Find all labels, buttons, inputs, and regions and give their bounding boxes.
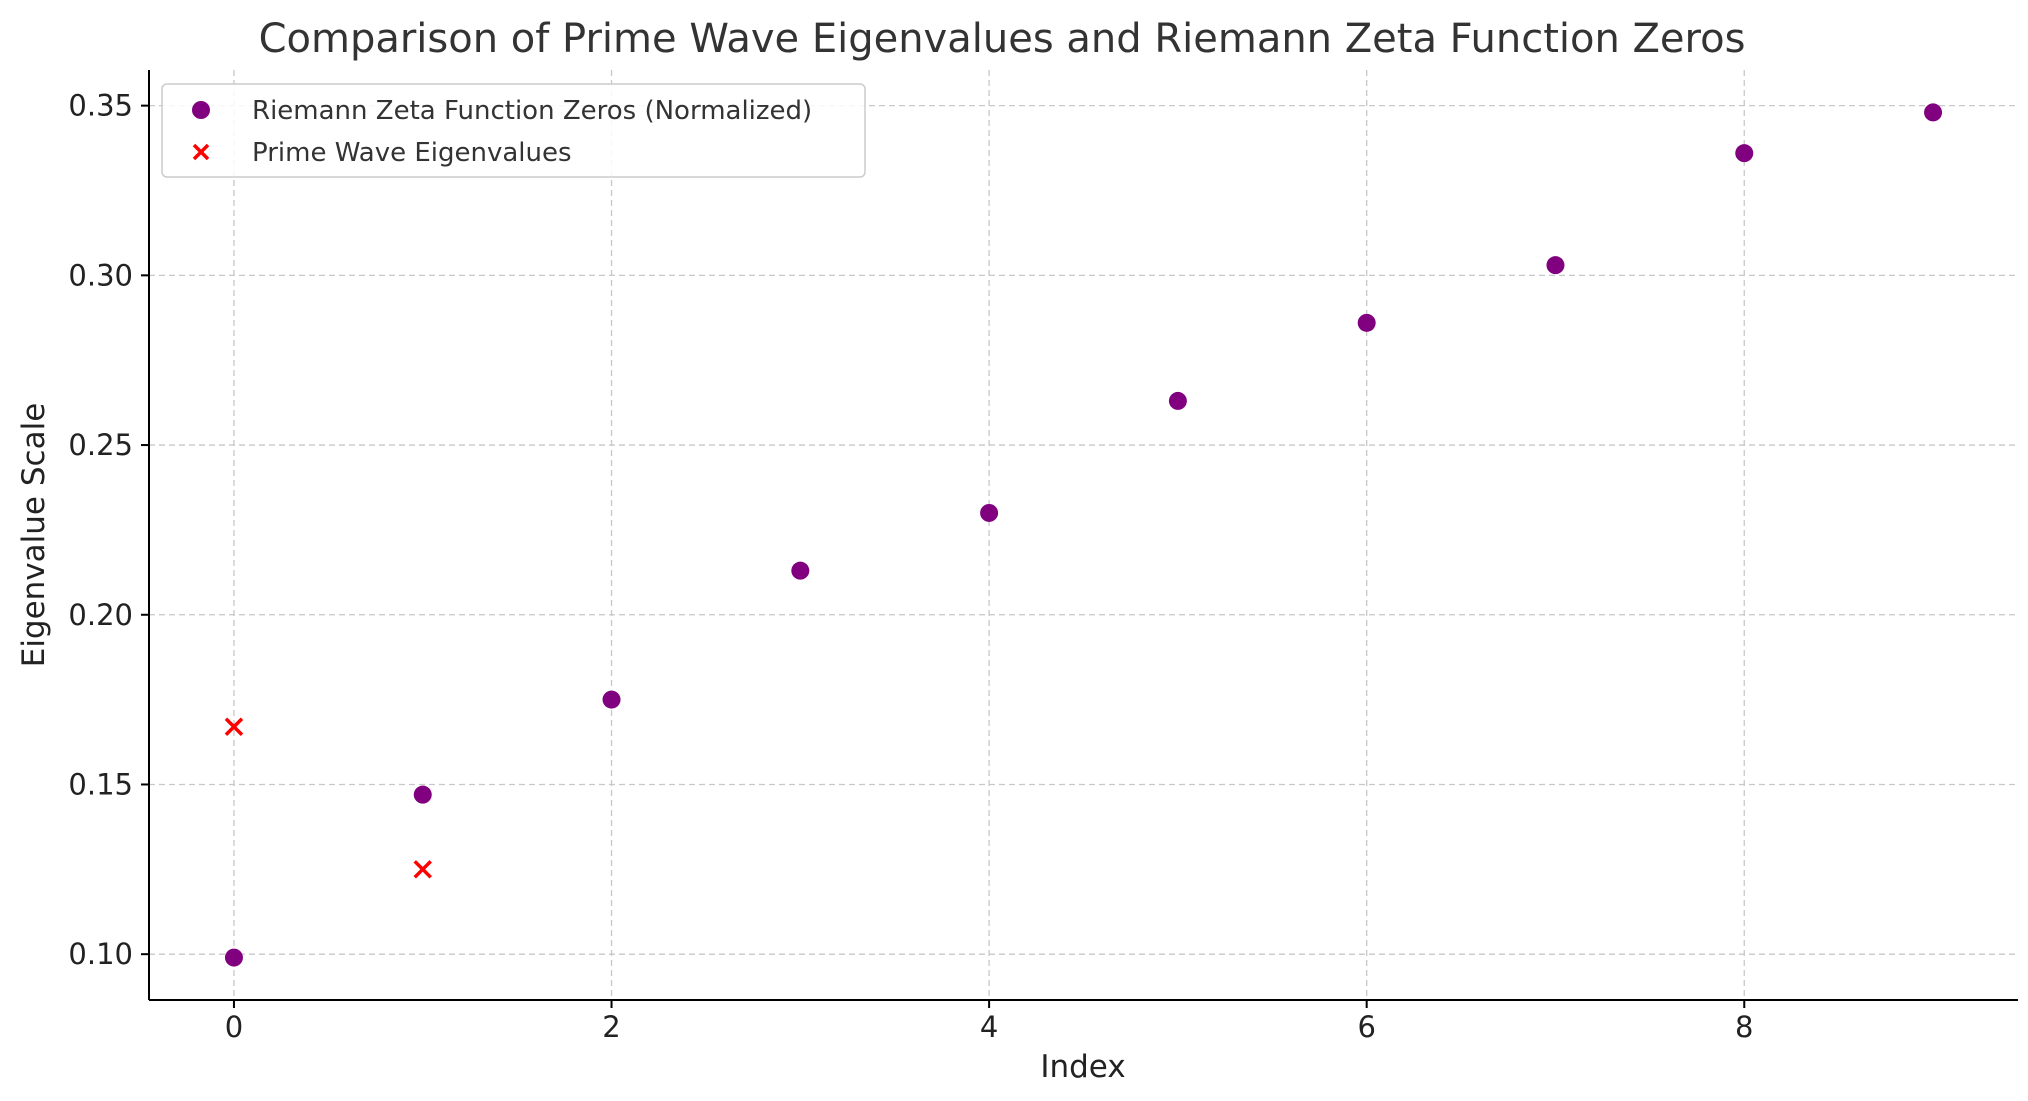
data-point-zeta xyxy=(1924,103,1943,122)
x-tick-label: 4 xyxy=(980,1010,998,1044)
data-point-zeta xyxy=(602,690,621,709)
y-tick-label: 0.20 xyxy=(68,598,133,632)
legend-marker-eigen xyxy=(192,143,210,161)
data-point-eigen xyxy=(224,717,244,737)
data-point-zeta xyxy=(980,503,999,522)
x-tick-label: 0 xyxy=(225,1010,243,1044)
legend-box xyxy=(161,83,866,178)
data-point-zeta xyxy=(413,785,432,804)
data-point-zeta xyxy=(1735,144,1754,163)
y-tick-label: 0.10 xyxy=(68,937,133,971)
y-tick-label: 0.15 xyxy=(68,767,133,801)
x-axis-label: Index xyxy=(1040,1049,1125,1085)
x-tick-label: 2 xyxy=(602,1010,620,1044)
data-point-zeta xyxy=(1357,313,1376,332)
axes xyxy=(148,70,2018,1001)
x-ticks: 0 2 4 6 8 xyxy=(225,1000,1753,1044)
x-tick-label: 8 xyxy=(1735,1010,1753,1044)
legend-label-zeta: Riemann Zeta Function Zeros (Normalized) xyxy=(252,96,812,126)
data-point-zeta xyxy=(1168,391,1187,410)
y-ticks: 0.10 0.15 0.20 0.25 0.30 0.35 xyxy=(68,89,149,971)
y-tick-label: 0.25 xyxy=(68,428,133,462)
legend: Riemann Zeta Function Zeros (Normalized)… xyxy=(161,83,866,178)
data-point-zeta xyxy=(224,948,243,967)
data-point-zeta xyxy=(791,561,810,580)
data-point-zeta xyxy=(1546,256,1565,275)
y-tick-label: 0.30 xyxy=(68,258,133,292)
data-points xyxy=(224,103,1943,967)
x-tick-label: 6 xyxy=(1357,1010,1375,1044)
data-point-eigen xyxy=(413,860,432,879)
legend-label-eigen: Prime Wave Eigenvalues xyxy=(252,138,572,168)
y-axis-label: Eigenvalue Scale xyxy=(16,403,52,668)
y-tick-label: 0.35 xyxy=(68,89,133,123)
legend-marker-zeta xyxy=(192,101,210,119)
chart-title: Comparison of Prime Wave Eigenvalues and… xyxy=(259,16,1746,62)
